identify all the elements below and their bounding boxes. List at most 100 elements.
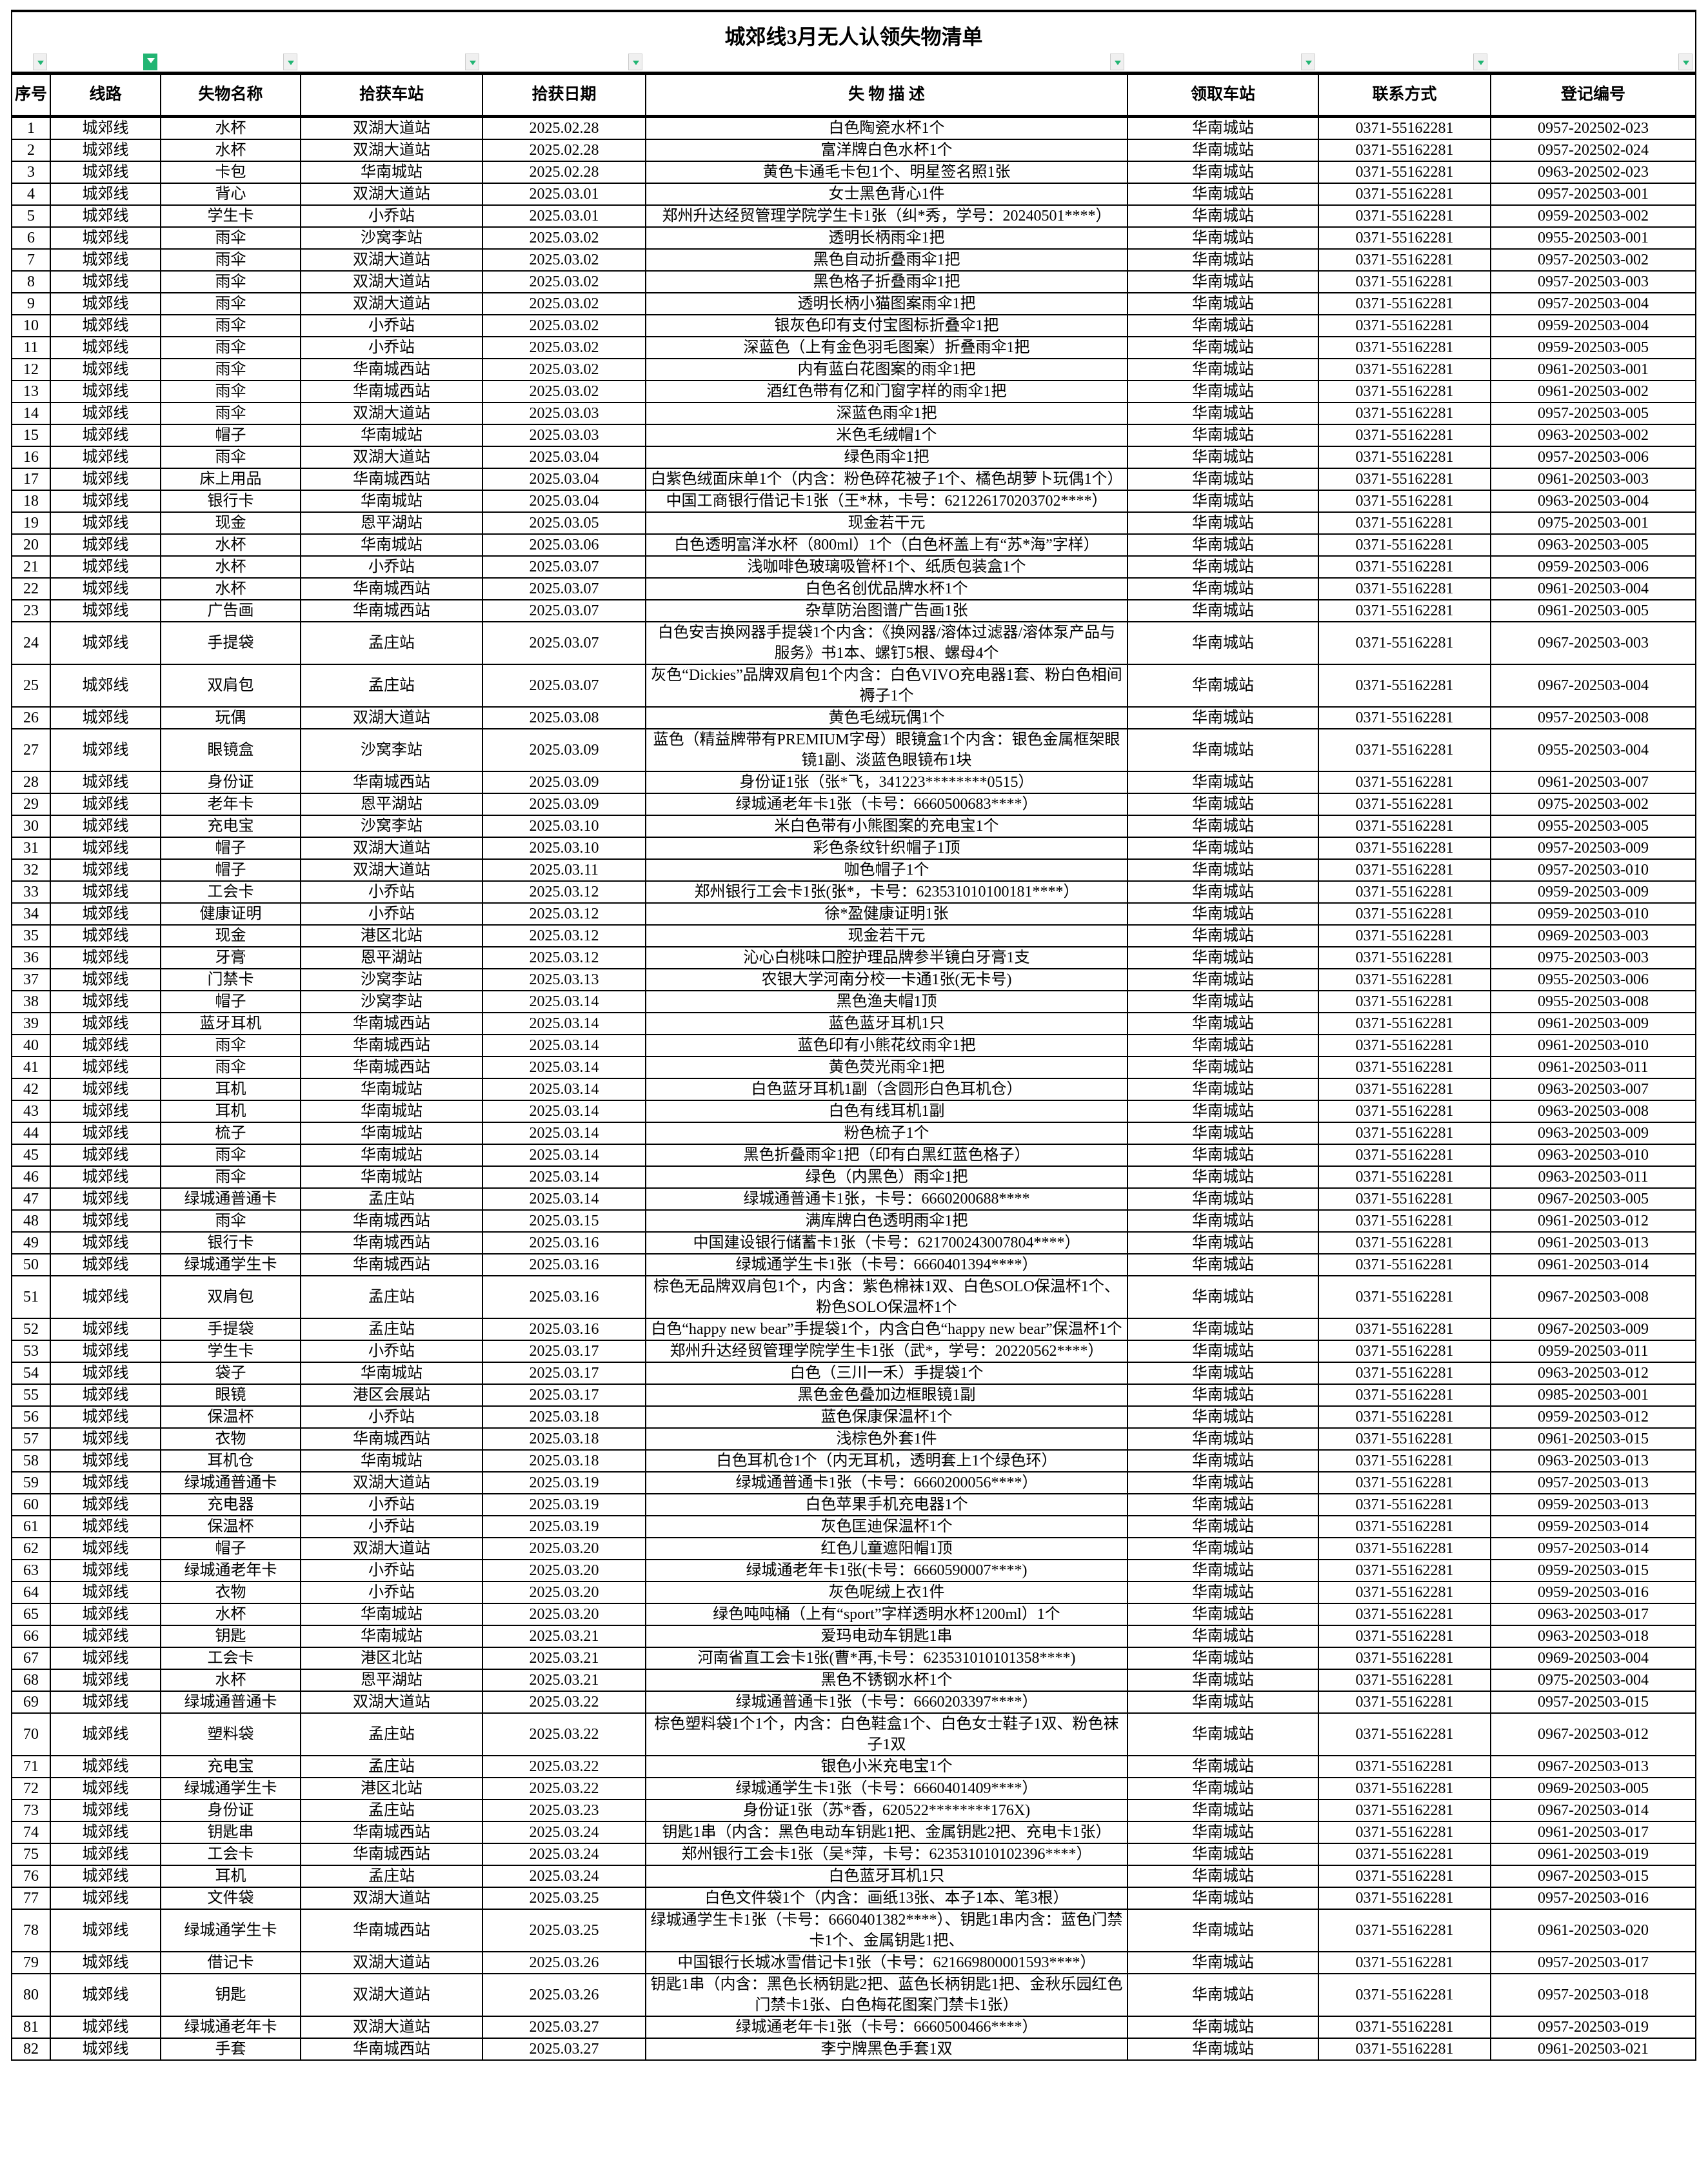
cell-item-name[interactable]: 水杯 — [160, 533, 301, 557]
cell-item-name[interactable]: 银行卡 — [160, 490, 301, 513]
cell-line[interactable]: 城郊线 — [50, 511, 161, 535]
cell-contact[interactable]: 0371-55162281 — [1318, 2016, 1491, 2039]
cell-item-name[interactable]: 雨伞 — [160, 380, 301, 403]
cell-pickup-date[interactable]: 2025.03.26 — [482, 1973, 646, 2017]
cell-no[interactable]: 66 — [11, 1625, 51, 1648]
cell-pickup-station[interactable]: 华南城西站 — [300, 1427, 483, 1451]
cell-contact[interactable]: 0371-55162281 — [1318, 599, 1491, 622]
cell-description[interactable]: 绿城通学生卡1张（卡号：6660401394****） — [645, 1253, 1128, 1276]
cell-no[interactable]: 67 — [11, 1647, 51, 1670]
cell-item-name[interactable]: 绿城通普通卡 — [160, 1691, 301, 1714]
cell-description[interactable]: 中国工商银行借记卡1张（王*林，卡号：621226170203702****） — [645, 490, 1128, 513]
cell-pickup-date[interactable]: 2025.03.03 — [482, 424, 646, 447]
cell-claim-station[interactable]: 华南城站 — [1127, 664, 1319, 708]
cell-pickup-station[interactable]: 华南城西站 — [300, 380, 483, 403]
filter-dropdown-col-item-name[interactable] — [283, 54, 297, 70]
cell-line[interactable]: 城郊线 — [50, 204, 161, 228]
cell-reg-no[interactable]: 0967-202503-014 — [1489, 1799, 1697, 1822]
cell-pickup-station[interactable]: 小乔站 — [300, 1340, 483, 1363]
cell-line[interactable]: 城郊线 — [50, 1275, 161, 1319]
cell-reg-no[interactable]: 0955-202503-004 — [1489, 728, 1697, 772]
cell-contact[interactable]: 0371-55162281 — [1318, 664, 1491, 708]
cell-reg-no[interactable]: 0961-202503-021 — [1489, 2038, 1697, 2061]
cell-claim-station[interactable]: 华南城站 — [1127, 511, 1319, 535]
cell-pickup-date[interactable]: 2025.03.16 — [482, 1318, 646, 1341]
cell-no[interactable]: 21 — [11, 555, 51, 579]
cell-description[interactable]: 绿城通学生卡1张（卡号：6660401382****）、钥匙1串内含：蓝色门禁卡… — [645, 1909, 1128, 1952]
cell-pickup-station[interactable]: 孟庄站 — [300, 1755, 483, 1778]
cell-line[interactable]: 城郊线 — [50, 533, 161, 557]
cell-item-name[interactable]: 玩偶 — [160, 706, 301, 729]
cell-item-name[interactable]: 保温杯 — [160, 1405, 301, 1429]
cell-claim-station[interactable]: 华南城站 — [1127, 424, 1319, 447]
cell-no[interactable]: 19 — [11, 511, 51, 535]
cell-no[interactable]: 46 — [11, 1165, 51, 1189]
cell-pickup-date[interactable]: 2025.03.12 — [482, 880, 646, 904]
cell-item-name[interactable]: 水杯 — [160, 115, 301, 140]
cell-description[interactable]: 徐*盈健康证明1张 — [645, 902, 1128, 926]
cell-claim-station[interactable]: 华南城站 — [1127, 577, 1319, 600]
cell-line[interactable]: 城郊线 — [50, 1122, 161, 1145]
cell-item-name[interactable]: 雨伞 — [160, 1034, 301, 1057]
cell-item-name[interactable]: 手提袋 — [160, 621, 301, 665]
cell-pickup-station[interactable]: 小乔站 — [300, 1559, 483, 1582]
cell-description[interactable]: 白紫色绒面床单1个（内含：粉色碎花被子1个、橘色胡萝卜玩偶1个） — [645, 468, 1128, 491]
cell-pickup-date[interactable]: 2025.03.14 — [482, 1165, 646, 1189]
cell-pickup-station[interactable]: 华南城西站 — [300, 2038, 483, 2061]
cell-contact[interactable]: 0371-55162281 — [1318, 226, 1491, 250]
cell-line[interactable]: 城郊线 — [50, 771, 161, 794]
cell-contact[interactable]: 0371-55162281 — [1318, 270, 1491, 293]
filter-dropdown-col-reg-no[interactable] — [1678, 54, 1693, 70]
cell-no[interactable]: 28 — [11, 771, 51, 794]
cell-pickup-station[interactable]: 沙窝李站 — [300, 728, 483, 772]
cell-pickup-station[interactable]: 华南城西站 — [300, 1821, 483, 1844]
cell-pickup-date[interactable]: 2025.03.20 — [482, 1537, 646, 1560]
cell-contact[interactable]: 0371-55162281 — [1318, 1471, 1491, 1494]
cell-no[interactable]: 55 — [11, 1383, 51, 1407]
cell-item-name[interactable]: 老年卡 — [160, 793, 301, 816]
cell-pickup-station[interactable]: 华南城西站 — [300, 771, 483, 794]
cell-pickup-date[interactable]: 2025.03.24 — [482, 1865, 646, 1888]
cell-contact[interactable]: 0371-55162281 — [1318, 1581, 1491, 1604]
cell-claim-station[interactable]: 华南城站 — [1127, 1165, 1319, 1189]
cell-claim-station[interactable]: 华南城站 — [1127, 2016, 1319, 2039]
cell-line[interactable]: 城郊线 — [50, 1165, 161, 1189]
cell-pickup-date[interactable]: 2025.03.21 — [482, 1625, 646, 1648]
cell-description[interactable]: 蓝色印有小熊花纹雨伞1把 — [645, 1034, 1128, 1057]
cell-reg-no[interactable]: 0957-202503-004 — [1489, 292, 1697, 315]
cell-item-name[interactable]: 梳子 — [160, 1122, 301, 1145]
cell-contact[interactable]: 0371-55162281 — [1318, 314, 1491, 337]
cell-item-name[interactable]: 工会卡 — [160, 1843, 301, 1866]
cell-description[interactable]: 钥匙1串（内含：黑色电动车钥匙1把、金属钥匙2把、充电卡1张） — [645, 1821, 1128, 1844]
cell-description[interactable]: 白色（三川一禾）手提袋1个 — [645, 1362, 1128, 1385]
cell-line[interactable]: 城郊线 — [50, 424, 161, 447]
cell-contact[interactable]: 0371-55162281 — [1318, 1691, 1491, 1714]
cell-line[interactable]: 城郊线 — [50, 1427, 161, 1451]
cell-pickup-date[interactable]: 2025.03.17 — [482, 1340, 646, 1363]
cell-line[interactable]: 城郊线 — [50, 1318, 161, 1341]
cell-description[interactable]: 爱玛电动车钥匙1串 — [645, 1625, 1128, 1648]
cell-pickup-station[interactable]: 小乔站 — [300, 1405, 483, 1429]
cell-pickup-station[interactable]: 双湖大道站 — [300, 1951, 483, 1974]
cell-pickup-station[interactable]: 华南城西站 — [300, 1909, 483, 1952]
cell-item-name[interactable]: 耳机 — [160, 1078, 301, 1101]
cell-contact[interactable]: 0371-55162281 — [1318, 1122, 1491, 1145]
cell-no[interactable]: 17 — [11, 468, 51, 491]
cell-item-name[interactable]: 耳机仓 — [160, 1449, 301, 1473]
cell-item-name[interactable]: 帽子 — [160, 990, 301, 1013]
cell-reg-no[interactable]: 0957-202503-014 — [1489, 1537, 1697, 1560]
cell-pickup-station[interactable]: 双湖大道站 — [300, 292, 483, 315]
cell-pickup-station[interactable]: 华南城西站 — [300, 1056, 483, 1079]
cell-claim-station[interactable]: 华南城站 — [1127, 2038, 1319, 2061]
cell-pickup-station[interactable]: 港区北站 — [300, 1777, 483, 1800]
cell-pickup-date[interactable]: 2025.03.07 — [482, 664, 646, 708]
cell-pickup-date[interactable]: 2025.03.07 — [482, 599, 646, 622]
cell-claim-station[interactable]: 华南城站 — [1127, 1209, 1319, 1233]
cell-contact[interactable]: 0371-55162281 — [1318, 490, 1491, 513]
cell-contact[interactable]: 0371-55162281 — [1318, 1493, 1491, 1516]
cell-pickup-station[interactable]: 恩平湖站 — [300, 946, 483, 969]
cell-claim-station[interactable]: 华南城站 — [1127, 1581, 1319, 1604]
cell-reg-no[interactable]: 0961-202503-012 — [1489, 1209, 1697, 1233]
cell-no[interactable]: 41 — [11, 1056, 51, 1079]
cell-contact[interactable]: 0371-55162281 — [1318, 1362, 1491, 1385]
